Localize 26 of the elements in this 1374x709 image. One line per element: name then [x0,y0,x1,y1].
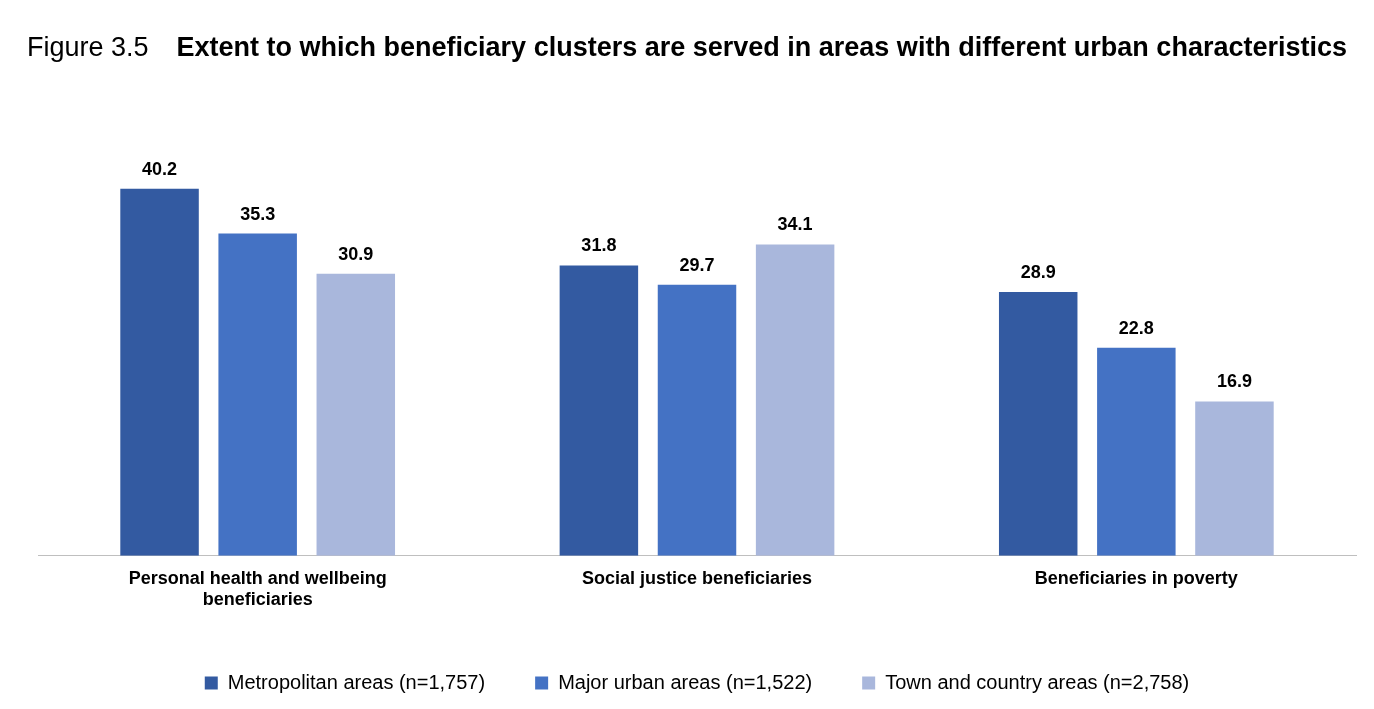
x-tick-label: Beneficiaries in poverty [1034,567,1238,588]
bar [998,291,1078,556]
legend-label: Major urban areas (n=1,522) [558,670,813,693]
data-label: 22.8 [1118,317,1154,338]
data-label: 28.9 [1020,261,1056,282]
x-tick-label: Social justice beneficiaries [581,567,813,588]
data-label: 34.1 [777,214,813,235]
data-label: 30.9 [338,243,374,264]
legend-label: Metropolitan areas (n=1,757) [227,670,486,693]
bar [1097,347,1176,556]
bar [1195,401,1274,556]
bar [120,188,199,556]
data-label: 40.2 [142,158,178,179]
bar [657,284,737,556]
x-tick-label: Personal health and wellbeing beneficiaries [128,567,387,610]
chart-title: Extent to which beneficiary clusters are served in areas with different urban characteristics [176,32,1347,62]
data-label: 31.8 [581,235,617,256]
legend-label: Town and country areas (n=2,758) [885,670,1190,693]
data-label: 16.9 [1216,371,1252,392]
data-label: 35.3 [240,203,276,224]
bar [218,233,297,556]
caption: Figure 3.5 [26,32,149,62]
bar [316,273,396,556]
data-label: 29.7 [679,254,715,275]
bar [559,265,639,556]
bar [755,244,835,556]
